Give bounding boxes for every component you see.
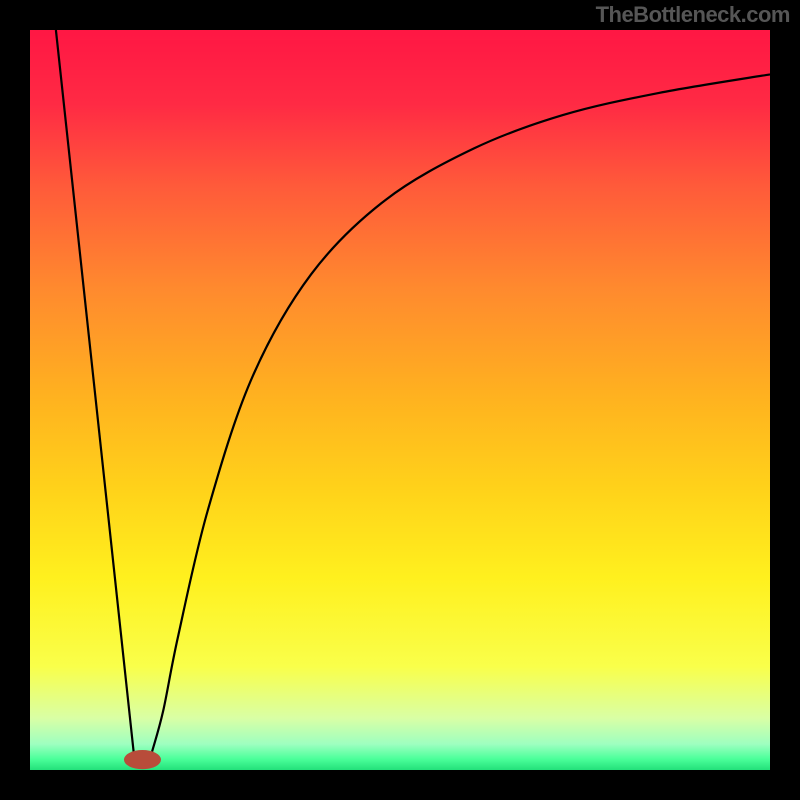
valley-marker <box>124 750 161 769</box>
chart-container: TheBottleneck.com <box>0 0 800 800</box>
bottleneck-chart <box>0 0 800 800</box>
watermark-text: TheBottleneck.com <box>596 2 790 28</box>
plot-background <box>30 30 770 770</box>
